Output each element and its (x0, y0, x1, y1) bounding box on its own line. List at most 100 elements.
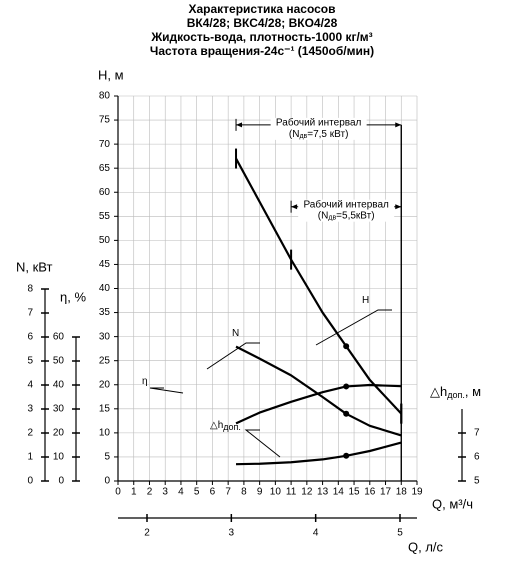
x2-tick-label: 2 (144, 528, 150, 539)
curve-label-sub: доп. (223, 422, 241, 432)
x-tick-label: 3 (162, 487, 168, 498)
x2-axis-title: Q, л/с (408, 539, 444, 554)
curve-label-name: △h (210, 420, 223, 431)
x-tick-label: 10 (270, 487, 282, 498)
leader-line (206, 342, 260, 370)
curve (235, 158, 403, 415)
n-axis-title: N, кВт (16, 259, 53, 274)
curve-label: N (232, 328, 239, 339)
y-tick-label: 5 (104, 452, 110, 463)
curve (235, 345, 402, 437)
x-tick-label: 12 (301, 487, 313, 498)
leader-line (149, 387, 184, 394)
y-tick-label: 50 (99, 235, 111, 246)
n-tick-label: 2 (27, 428, 33, 439)
chart-subtitle: ВК4/28; ВКС4/28; ВКО4/28 (187, 16, 338, 30)
x2-tick-label: 5 (397, 528, 403, 539)
y-tick-label: 25 (99, 355, 111, 366)
n-tick-label: 5 (27, 356, 33, 367)
curve-label: H (362, 295, 369, 306)
eta-tick-label: 40 (53, 380, 65, 391)
eta-tick-label: 10 (53, 452, 65, 463)
n-tick-label: 3 (27, 404, 33, 415)
n-tick-label: 4 (27, 380, 33, 391)
y-tick-label: 20 (99, 379, 111, 390)
x-tick-label: 19 (411, 487, 423, 498)
x-tick-label: 0 (115, 487, 121, 498)
x-tick-label: 11 (286, 487, 297, 498)
interval-note-a: (N (318, 210, 329, 221)
marked-point (343, 343, 350, 350)
y-tick-label: 15 (99, 403, 111, 414)
y-tick-label: 45 (99, 259, 111, 270)
x-tick-label: 15 (348, 487, 360, 498)
leader-line (244, 429, 281, 458)
dh-tick-label: 6 (474, 452, 480, 463)
x-tick-label: 9 (257, 487, 263, 498)
dh-axis-title-sub: доп. (447, 390, 465, 400)
chart-title: Характеристика насосов (188, 2, 335, 16)
interval-label: Рабочий интервал (276, 117, 362, 129)
x-tick-label: 7 (225, 487, 231, 498)
leader-line (315, 309, 392, 346)
y-tick-label: 80 (99, 91, 111, 102)
eta-tick-label: 20 (53, 428, 65, 439)
dh-axis-title-unit: , м (465, 384, 481, 399)
x-tick-label: 6 (210, 487, 216, 498)
x-tick-label: 4 (178, 487, 184, 498)
curve-label-name: η (142, 376, 148, 387)
x2-tick-label: 4 (313, 528, 319, 539)
interval-label-bg (270, 117, 367, 140)
chart-subtitle: Жидкость-вода, плотность-1000 кг/м³ (150, 30, 372, 44)
eta-axis-title: η, % (60, 289, 86, 304)
y-axis-title: H, м (98, 67, 124, 82)
curve (235, 383, 402, 425)
y-tick-label: 75 (99, 115, 111, 126)
interval-note-b: =5,5кВт) (336, 210, 374, 221)
y-tick-label: 65 (99, 163, 111, 174)
n-tick-label: 1 (27, 452, 33, 463)
x-tick-label: 5 (194, 487, 200, 498)
x-tick-label: 2 (147, 487, 153, 498)
curve-label-name: N (232, 328, 239, 339)
curve-label-name: H (362, 295, 369, 306)
dh-axis-title-main: △h (430, 384, 447, 399)
eta-tick-label: 0 (58, 476, 64, 487)
dh-axis-title: △hдоп., м (430, 384, 481, 400)
x2-tick-label: 3 (229, 528, 235, 539)
eta-tick-label: 30 (53, 404, 65, 415)
curve-label: η (142, 376, 148, 387)
x-tick-label: 13 (317, 487, 329, 498)
interval-note-b: =7,5 кВт) (307, 129, 348, 140)
interval-note-sub: дв (299, 133, 307, 140)
x-tick-label: 14 (333, 487, 345, 498)
n-tick-label: 6 (27, 332, 33, 343)
y-tick-label: 0 (104, 476, 110, 487)
y-tick-label: 55 (99, 211, 111, 222)
interval-note-a: (N (289, 129, 300, 140)
y-tick-label: 60 (99, 187, 111, 198)
x-tick-label: 16 (364, 487, 376, 498)
x-tick-label: 18 (396, 487, 408, 498)
eta-tick-label: 50 (53, 356, 65, 367)
x-tick-label: 8 (241, 487, 247, 498)
interval-note: (Nдв=5,5кВт) (318, 210, 375, 221)
y-tick-label: 40 (99, 283, 111, 294)
chart-subtitle: Частота вращения-24с⁻¹ (1450об/мин) (150, 44, 374, 58)
y-tick-label: 30 (99, 331, 111, 342)
x-tick-label: 1 (131, 487, 137, 498)
x-axis-title: Q, м³/ч (432, 496, 473, 511)
n-tick-label: 0 (27, 476, 33, 487)
eta-tick-label: 60 (53, 332, 65, 343)
y-tick-label: 35 (99, 307, 111, 318)
y-tick-label: 70 (99, 139, 111, 150)
curve (236, 441, 402, 466)
marked-point (343, 410, 350, 417)
marked-point (343, 383, 350, 390)
y-tick-label: 10 (99, 428, 111, 439)
dh-tick-label: 5 (474, 476, 480, 487)
marked-point (343, 452, 350, 459)
dh-tick-label: 7 (474, 428, 480, 439)
x-tick-label: 17 (380, 487, 392, 498)
